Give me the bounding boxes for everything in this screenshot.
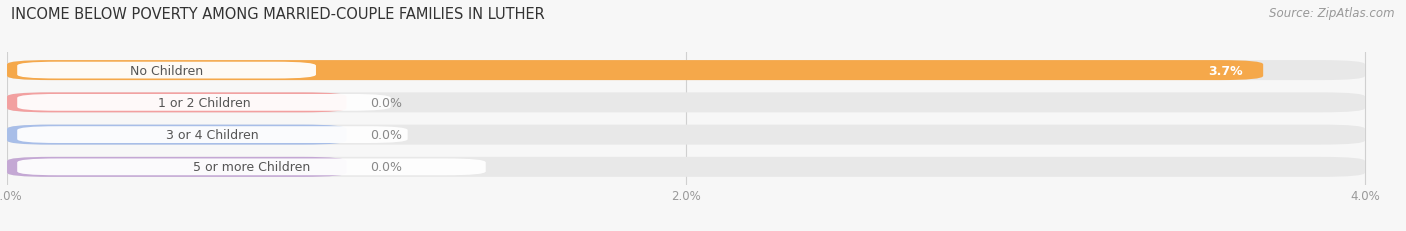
FancyBboxPatch shape	[17, 62, 316, 79]
FancyBboxPatch shape	[7, 125, 1365, 145]
Text: No Children: No Children	[129, 64, 202, 77]
FancyBboxPatch shape	[7, 125, 346, 145]
Text: 0.0%: 0.0%	[370, 96, 402, 109]
FancyBboxPatch shape	[17, 94, 391, 111]
FancyBboxPatch shape	[17, 127, 408, 143]
FancyBboxPatch shape	[17, 159, 485, 176]
FancyBboxPatch shape	[7, 157, 1365, 177]
Text: INCOME BELOW POVERTY AMONG MARRIED-COUPLE FAMILIES IN LUTHER: INCOME BELOW POVERTY AMONG MARRIED-COUPL…	[11, 7, 546, 22]
Text: 3.7%: 3.7%	[1208, 64, 1243, 77]
FancyBboxPatch shape	[7, 61, 1365, 81]
Text: 1 or 2 Children: 1 or 2 Children	[157, 96, 250, 109]
Text: 3 or 4 Children: 3 or 4 Children	[166, 128, 259, 142]
FancyBboxPatch shape	[7, 93, 1365, 113]
Text: 0.0%: 0.0%	[370, 128, 402, 142]
Text: 5 or more Children: 5 or more Children	[193, 161, 311, 174]
Text: Source: ZipAtlas.com: Source: ZipAtlas.com	[1270, 7, 1395, 20]
FancyBboxPatch shape	[7, 61, 1263, 81]
Text: 0.0%: 0.0%	[370, 161, 402, 174]
FancyBboxPatch shape	[7, 157, 346, 177]
FancyBboxPatch shape	[7, 93, 346, 113]
